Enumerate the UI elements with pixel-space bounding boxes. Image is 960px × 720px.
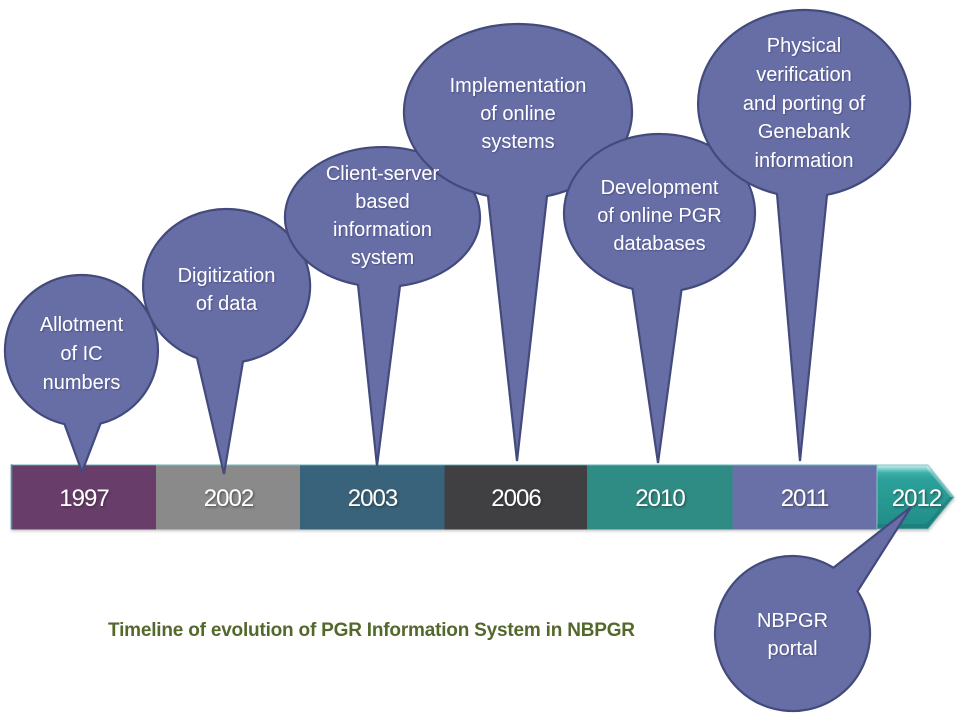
svg-text:NBPGR: NBPGR [757, 610, 828, 632]
svg-text:Development: Development [601, 177, 719, 199]
svg-text:Implementation: Implementation [450, 75, 587, 97]
svg-text:of IC: of IC [60, 343, 102, 365]
svg-text:2002: 2002 [204, 485, 254, 512]
svg-text:systems: systems [481, 131, 554, 153]
svg-text:and porting of: and porting of [743, 93, 866, 115]
svg-text:of online PGR: of online PGR [597, 205, 722, 227]
svg-text:Allotment: Allotment [40, 314, 124, 336]
svg-text:Timeline of evolution of PGR I: Timeline of evolution of PGR Information… [108, 620, 635, 641]
svg-text:based: based [355, 191, 410, 213]
svg-text:verification: verification [756, 64, 852, 86]
svg-text:2011: 2011 [781, 485, 829, 512]
svg-text:numbers: numbers [43, 372, 121, 394]
svg-text:databases: databases [613, 233, 705, 255]
svg-text:system: system [351, 247, 414, 269]
svg-text:2010: 2010 [635, 485, 685, 512]
svg-text:information: information [333, 219, 432, 241]
svg-text:of data: of data [196, 293, 258, 315]
svg-text:of online: of online [480, 103, 556, 125]
svg-text:Genebank: Genebank [758, 121, 851, 143]
svg-text:1997: 1997 [59, 485, 109, 512]
svg-text:portal: portal [767, 638, 817, 660]
svg-text:Client-server: Client-server [326, 163, 440, 185]
svg-text:Digitization: Digitization [178, 265, 276, 287]
svg-text:2012: 2012 [892, 485, 942, 512]
svg-text:information: information [755, 150, 854, 172]
svg-text:Physical: Physical [767, 35, 841, 57]
svg-text:2003: 2003 [348, 485, 398, 512]
svg-text:2006: 2006 [491, 485, 541, 512]
